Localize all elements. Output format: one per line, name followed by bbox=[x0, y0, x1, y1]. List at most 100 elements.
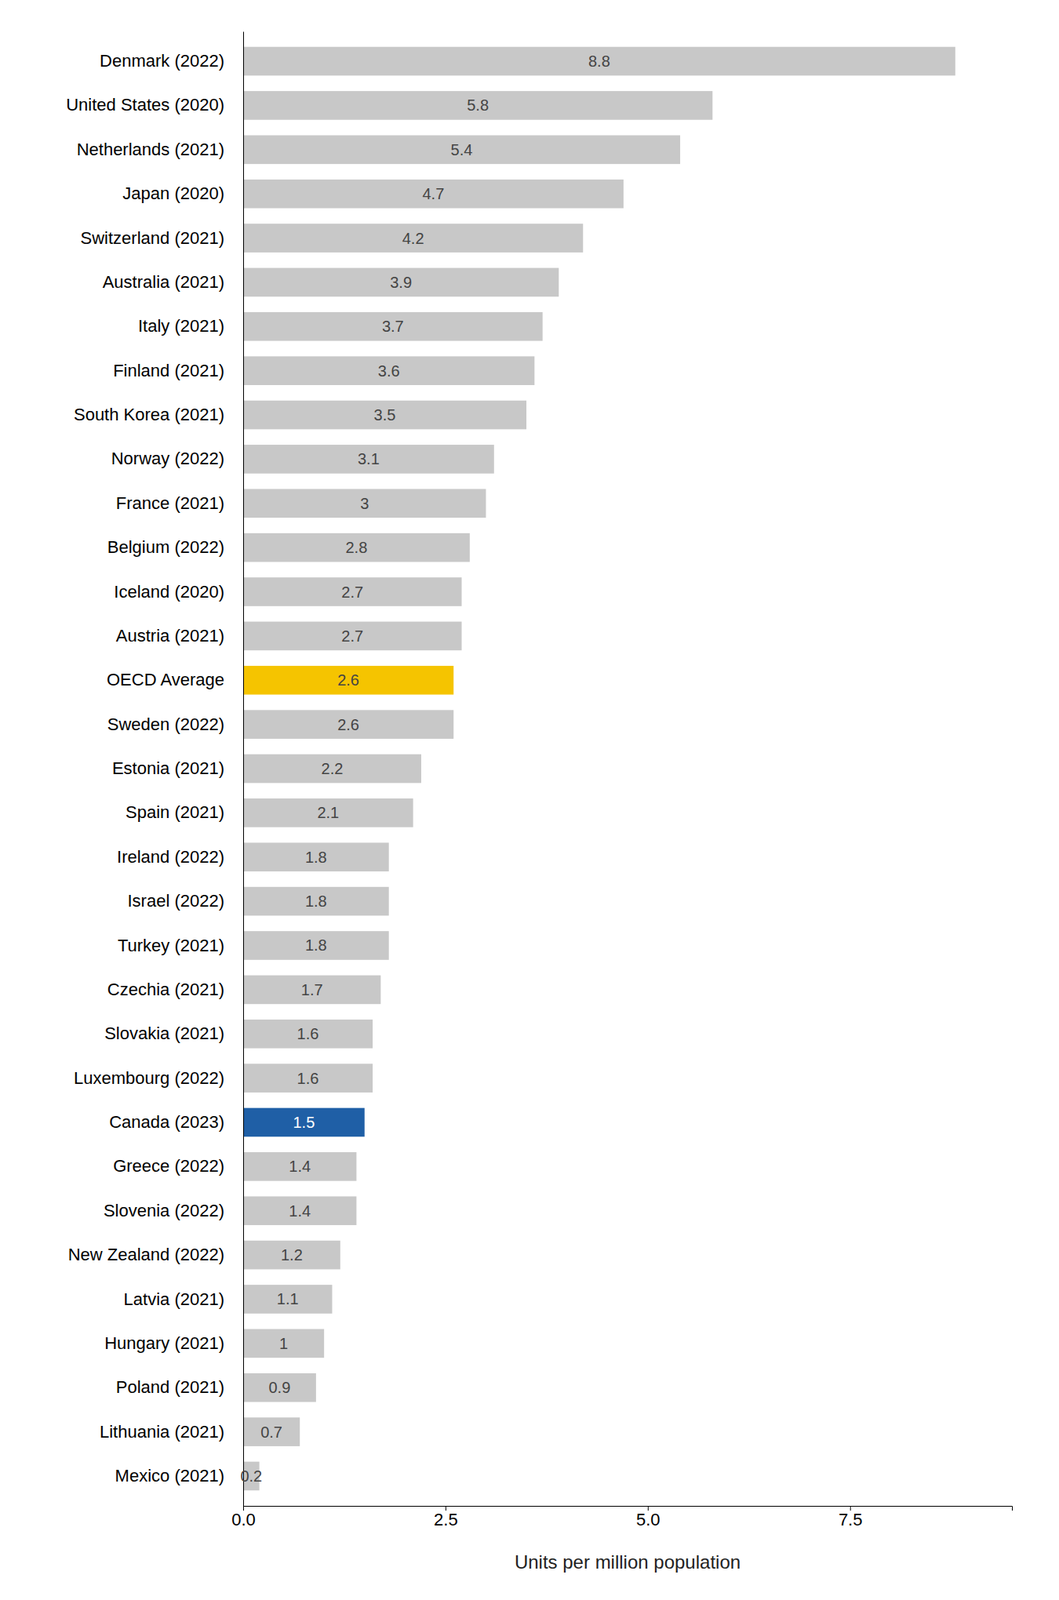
tick-label: Italy (2021) bbox=[138, 316, 225, 336]
tick-label: Lithuania (2021) bbox=[99, 1422, 225, 1442]
tick-label: Iceland (2020) bbox=[113, 582, 225, 602]
data-label: 2.7 bbox=[341, 627, 364, 645]
bar bbox=[243, 577, 463, 607]
tick-label: South Korea (2021) bbox=[73, 404, 225, 425]
data-label: 3.7 bbox=[382, 317, 404, 335]
tick: Slovenia (2022) bbox=[103, 1200, 244, 1221]
tick-label: New Zealand (2022) bbox=[68, 1244, 225, 1265]
tick-label: Mexico (2021) bbox=[115, 1466, 225, 1486]
tick-label: Czechia (2021) bbox=[107, 979, 225, 1000]
tick-label: Denmark (2022) bbox=[99, 50, 225, 71]
bar bbox=[243, 754, 422, 784]
bar bbox=[243, 488, 486, 518]
data-label: 3.1 bbox=[357, 450, 380, 468]
tick-label: Ireland (2022) bbox=[116, 847, 225, 867]
bar bbox=[243, 90, 713, 121]
tick-label: 7.5 bbox=[838, 1510, 863, 1530]
bar bbox=[243, 622, 463, 652]
bar bbox=[243, 931, 390, 961]
tick: Canada (2023) bbox=[109, 1112, 244, 1132]
tick: 5.0 bbox=[636, 1506, 661, 1530]
data-label: 4.7 bbox=[422, 185, 445, 203]
tick-label: Poland (2021) bbox=[116, 1377, 225, 1398]
tick: OECD Average bbox=[106, 669, 244, 690]
bar bbox=[243, 975, 381, 1005]
data-label: 2.1 bbox=[316, 804, 339, 822]
tick: Mexico (2021) bbox=[115, 1466, 244, 1486]
data-label: 5.4 bbox=[451, 141, 474, 159]
tick: Lithuania (2021) bbox=[99, 1422, 244, 1442]
tick: Japan (2020) bbox=[122, 183, 244, 204]
tick-label: Netherlands (2021) bbox=[76, 139, 225, 160]
bar bbox=[243, 47, 956, 77]
tick: United States (2020) bbox=[65, 94, 244, 115]
tick: Norway (2022) bbox=[111, 448, 244, 469]
tick-label: Slovakia (2021) bbox=[104, 1023, 225, 1044]
data-label: 1.8 bbox=[305, 936, 328, 954]
data-label: 1.4 bbox=[288, 1202, 311, 1220]
tick: Estonia (2021) bbox=[112, 758, 244, 779]
data-label: 3.9 bbox=[389, 273, 412, 292]
tick-label: Japan (2020) bbox=[122, 183, 225, 204]
tick-label: 0.0 bbox=[231, 1510, 256, 1530]
data-label: 1.6 bbox=[297, 1069, 320, 1088]
tick-label: Israel (2022) bbox=[127, 891, 225, 911]
tick-label: Belgium (2022) bbox=[107, 537, 225, 557]
tick-label: Latvia (2021) bbox=[123, 1289, 225, 1310]
data-label: 0.9 bbox=[269, 1379, 292, 1397]
tick-label: OECD Average bbox=[106, 669, 225, 690]
bar bbox=[243, 1063, 373, 1093]
tick: Netherlands (2021) bbox=[76, 139, 244, 160]
data-label: 8.8 bbox=[588, 52, 611, 70]
bar bbox=[243, 1108, 365, 1138]
bar bbox=[243, 709, 454, 739]
tick-label: Canada (2023) bbox=[109, 1112, 225, 1132]
data-label: 2.2 bbox=[321, 760, 344, 778]
tick: Turkey (2021) bbox=[117, 935, 244, 956]
tick: New Zealand (2022) bbox=[68, 1244, 244, 1265]
tick: Poland (2021) bbox=[116, 1377, 244, 1398]
bar bbox=[243, 268, 559, 298]
tick-label: Norway (2022) bbox=[111, 448, 225, 469]
tick-label: Australia (2021) bbox=[102, 272, 225, 292]
bar bbox=[243, 1284, 332, 1314]
tick-label: Turkey (2021) bbox=[117, 935, 225, 956]
bars bbox=[243, 47, 956, 1492]
y-axis: Denmark (2022) United States (2020) Nether… bbox=[65, 32, 244, 1507]
data-label: 1.4 bbox=[288, 1157, 311, 1176]
data-label: 1.8 bbox=[305, 892, 328, 910]
tick: Switzerland (2021) bbox=[80, 228, 244, 248]
data-labels: 8.85.85.44.74.23.93.73.63.53.132.82.72.7… bbox=[240, 52, 610, 1485]
chart: 0.02.55.07.5Denmark (2022)United States … bbox=[0, 0, 1059, 1600]
data-label: 3.5 bbox=[374, 406, 397, 424]
tick-label: Austria (2021) bbox=[116, 625, 225, 646]
data-label: 2.7 bbox=[341, 583, 364, 601]
bar bbox=[243, 533, 470, 563]
x-axis: 0.02.55.07.5 bbox=[231, 1506, 1012, 1530]
bar bbox=[243, 798, 414, 828]
tick-label: Switzerland (2021) bbox=[80, 228, 225, 248]
tick: Australia (2021) bbox=[102, 272, 244, 292]
data-label: 1.5 bbox=[292, 1113, 315, 1132]
tick-label: Estonia (2021) bbox=[112, 758, 225, 779]
tick: France (2021) bbox=[116, 493, 244, 514]
data-label: 1.6 bbox=[297, 1025, 320, 1043]
tick: Israel (2022) bbox=[127, 891, 244, 911]
bar bbox=[243, 665, 454, 696]
data-label: 5.8 bbox=[466, 96, 489, 114]
tick-label: France (2021) bbox=[116, 493, 225, 514]
data-label: 1.7 bbox=[301, 981, 324, 999]
bar bbox=[243, 312, 543, 342]
bar bbox=[243, 179, 624, 209]
tick: Sweden (2022) bbox=[107, 714, 244, 735]
tick-label: Hungary (2021) bbox=[104, 1333, 225, 1354]
axis-line bbox=[243, 32, 244, 1507]
tick: Iceland (2020) bbox=[113, 582, 244, 602]
bar bbox=[243, 842, 390, 872]
data-label: 1.8 bbox=[305, 848, 328, 867]
axis-line bbox=[243, 1506, 1013, 1512]
data-label: 2.6 bbox=[337, 671, 360, 689]
tick: Slovakia (2021) bbox=[104, 1023, 244, 1044]
tick: Spain (2021) bbox=[125, 802, 244, 823]
bar bbox=[243, 1373, 317, 1403]
